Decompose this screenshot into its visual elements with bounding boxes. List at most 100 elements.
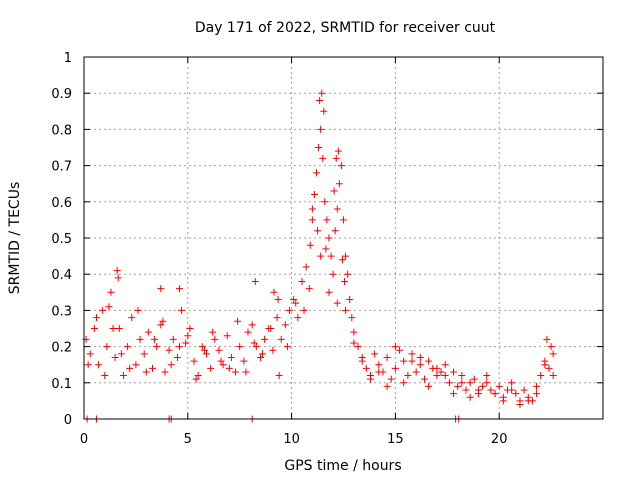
data-point bbox=[178, 306, 186, 314]
data-point bbox=[99, 306, 107, 314]
data-point bbox=[151, 335, 159, 343]
data-point bbox=[541, 361, 549, 369]
y-tick-label: 0.8 bbox=[51, 123, 72, 138]
data-point bbox=[115, 325, 123, 332]
data-point bbox=[217, 357, 225, 365]
data-point bbox=[273, 314, 281, 322]
data-point bbox=[84, 361, 92, 369]
data-point bbox=[92, 314, 100, 322]
data-point bbox=[333, 299, 341, 307]
x-axis-label: GPS time / hours bbox=[284, 458, 401, 474]
data-point bbox=[250, 339, 258, 347]
data-point bbox=[270, 288, 278, 296]
data-point bbox=[111, 353, 119, 361]
data-point bbox=[433, 372, 441, 380]
data-point bbox=[128, 314, 136, 322]
data-point bbox=[408, 357, 416, 365]
data-point bbox=[350, 328, 358, 336]
data-point bbox=[313, 169, 321, 177]
data-point bbox=[175, 285, 183, 293]
data-point bbox=[209, 328, 217, 336]
data-point bbox=[107, 288, 115, 296]
x-tick-label: 0 bbox=[80, 432, 88, 447]
data-point bbox=[545, 364, 553, 372]
data-point bbox=[335, 180, 343, 188]
data-point bbox=[495, 382, 503, 390]
grid-lines bbox=[84, 57, 603, 419]
data-point bbox=[327, 252, 335, 260]
data-point bbox=[425, 357, 433, 365]
y-tick-label: 0.2 bbox=[51, 341, 72, 356]
data-point bbox=[520, 386, 528, 394]
data-point bbox=[227, 353, 235, 361]
y-tick-label: 0.6 bbox=[51, 196, 72, 211]
x-tick-label: 15 bbox=[387, 432, 404, 447]
data-point bbox=[416, 353, 424, 361]
data-point bbox=[400, 357, 408, 365]
data-point bbox=[549, 350, 557, 358]
data-point bbox=[491, 390, 499, 398]
data-point bbox=[173, 353, 181, 361]
data-point bbox=[441, 361, 449, 369]
data-point bbox=[337, 162, 345, 170]
data-point bbox=[332, 154, 340, 162]
data-point bbox=[316, 96, 324, 104]
data-point bbox=[350, 339, 358, 347]
data-point bbox=[101, 372, 109, 380]
data-point bbox=[132, 361, 140, 369]
data-point bbox=[354, 343, 362, 351]
data-point bbox=[149, 364, 157, 372]
y-axis-label: SRMTID / TECUs bbox=[7, 182, 23, 295]
data-point bbox=[308, 216, 316, 224]
data-point bbox=[342, 306, 350, 314]
data-point bbox=[144, 328, 152, 336]
data-point bbox=[331, 227, 339, 235]
data-point bbox=[433, 364, 441, 372]
y-tick-label: 0.3 bbox=[51, 304, 72, 319]
x-tick-label: 20 bbox=[491, 432, 508, 447]
data-point bbox=[113, 267, 121, 275]
data-point bbox=[109, 325, 117, 332]
data-point bbox=[232, 368, 240, 376]
data-point bbox=[458, 379, 466, 387]
data-point bbox=[202, 350, 210, 358]
data-point bbox=[387, 375, 395, 383]
data-point bbox=[159, 317, 167, 325]
data-point bbox=[362, 364, 370, 372]
data-point bbox=[169, 335, 177, 343]
data-point bbox=[524, 397, 532, 405]
data-point bbox=[338, 256, 346, 264]
data-point bbox=[537, 372, 545, 380]
data-point bbox=[310, 191, 318, 199]
data-point bbox=[267, 325, 275, 332]
data-point bbox=[348, 314, 356, 322]
data-point bbox=[90, 325, 98, 332]
data-point bbox=[325, 288, 333, 296]
axis-ticks: 00.10.20.30.40.50.60.70.80.910 5 10 15 20 bbox=[51, 51, 603, 447]
data-point bbox=[175, 343, 183, 351]
data-point bbox=[200, 346, 208, 354]
data-point bbox=[416, 361, 424, 369]
y-tick-label: 0.1 bbox=[51, 377, 72, 392]
data-point bbox=[114, 274, 122, 282]
data-point bbox=[300, 306, 308, 314]
data-point bbox=[190, 357, 198, 365]
data-point bbox=[320, 107, 328, 115]
data-point bbox=[408, 350, 416, 358]
data-point bbox=[396, 346, 404, 354]
data-point bbox=[466, 393, 474, 401]
data-point bbox=[445, 379, 453, 387]
data-point bbox=[450, 368, 458, 376]
data-point bbox=[400, 379, 408, 387]
data-point bbox=[450, 390, 458, 398]
data-point bbox=[198, 343, 206, 351]
data-point bbox=[483, 379, 491, 387]
data-point bbox=[487, 386, 495, 394]
data-point bbox=[334, 147, 342, 155]
data-point bbox=[470, 375, 478, 383]
data-point bbox=[508, 379, 516, 387]
data-point bbox=[383, 353, 391, 361]
data-point bbox=[290, 296, 298, 304]
data-point bbox=[342, 252, 350, 260]
